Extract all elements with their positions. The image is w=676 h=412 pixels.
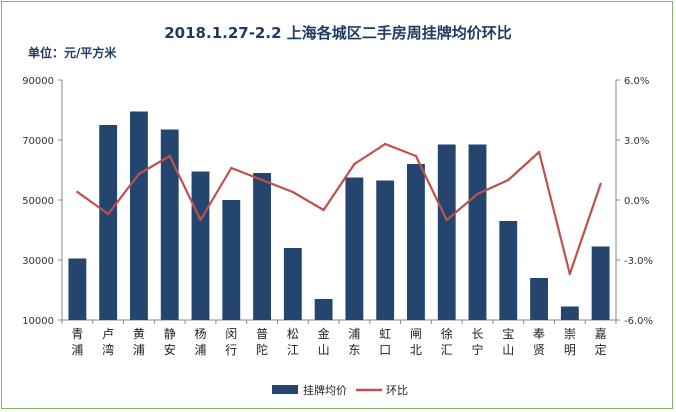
y-right-tick-label: -3.0% [624,256,653,267]
line-path [76,142,602,276]
bar [560,306,579,320]
category-label: 奉贤 [533,327,545,357]
line-point [507,178,510,182]
bar [191,171,210,320]
bar [530,278,548,320]
line-point [383,142,387,146]
line-point [168,154,171,158]
category-label: 闸北 [410,327,422,357]
category-label: 宝山 [502,327,514,357]
y-left-tick-label: 30000 [22,256,54,267]
unit-label: 单位：元/平方米 [28,46,117,60]
bar [437,144,456,320]
bar [130,111,148,320]
legend: 挂牌均价 环比 [272,383,408,397]
y-right-tick-label: 0.0% [624,196,649,207]
line-point [599,182,602,186]
bar [345,177,364,320]
bar [283,248,302,320]
bar [222,200,241,320]
bar [99,125,118,320]
category-label: 青浦 [71,327,83,357]
category-label: 徐汇 [441,326,453,357]
category-label: 黄浦 [133,327,145,357]
legend-label-line: 环比 [386,384,408,397]
y-right-tick-label: 6.0% [624,76,649,87]
y-right-tick-label: 3.0% [624,136,649,147]
bar [468,144,487,320]
line-point [137,172,141,176]
category-label: 静安 [164,327,176,357]
category-label: 普陀 [256,327,268,357]
line-point [414,154,418,158]
y-left-tick-label: 90000 [22,76,54,87]
bar [253,173,271,320]
axes: 90000 70000 50000 30000 10000 6.0% 3.0% 0.0% -3.… [22,76,653,327]
line-point [568,272,572,276]
bar-series [68,111,610,320]
category-label: 虹口 [379,327,391,357]
legend-label-bar: 挂牌均价 [303,383,347,397]
bar [407,164,425,320]
category-label: 嘉定 [595,327,607,357]
line-point [353,162,356,166]
bar [68,258,87,320]
category-label: 浦东 [348,327,360,357]
y-right-tick-label: -6.0% [624,316,653,327]
category-label: 杨浦 [194,326,206,357]
category-label: 卢湾 [102,326,114,357]
line-point [322,208,325,212]
line-series [76,142,602,276]
line-point [260,178,264,182]
line-point [199,218,202,222]
line-point [291,190,295,194]
line-point [230,166,233,170]
bar [376,180,395,320]
chart-title: 2018.1.27-2.2 上海各城区二手房周挂牌均价环比 [164,24,512,42]
category-label: 金山 [318,326,330,357]
line-point [476,192,479,196]
legend-swatch-bar [272,385,298,394]
y-left-tick-label: 50000 [22,196,54,207]
bar [314,299,333,320]
bar [499,221,518,320]
category-label: 崇明 [564,327,576,357]
y-left-tick-label: 70000 [22,136,54,147]
category-label: 长宁 [471,327,483,357]
category-label: 闵行 [225,326,237,357]
bar [160,129,179,320]
y-left-tick-label: 10000 [22,316,54,327]
line-point [106,212,110,216]
line-point [445,218,448,222]
category-label: 松江 [287,327,299,357]
bar [591,246,610,320]
line-point [76,190,79,194]
line-point [537,150,541,154]
